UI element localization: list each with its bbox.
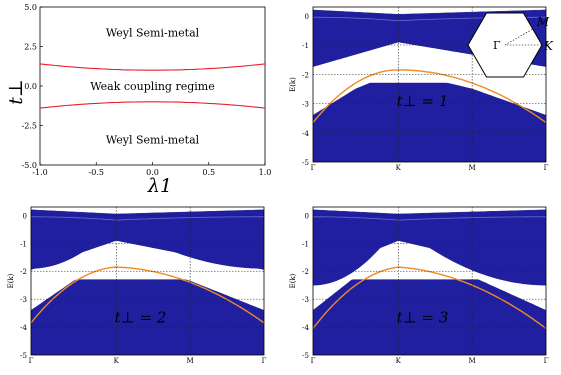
phase-ylabel: t⊥ xyxy=(5,79,27,105)
band-panel-2: 0-1-2-3-4-5Γ K M ΓE(k)t⊥ = 2 xyxy=(7,206,267,365)
band-ytick-label: -3 xyxy=(302,296,309,304)
band-tperp-label: t⊥ = 2 xyxy=(115,308,167,326)
band-ytick-label: -1 xyxy=(302,42,309,50)
phase-region-label: Weyl Semi-metal xyxy=(106,134,200,147)
phase-region-label: Weak coupling regime xyxy=(90,80,214,93)
phase-ytick-label: -2.5 xyxy=(22,122,37,131)
band-xtick-label: K xyxy=(114,357,120,365)
band-ytick-label: -3 xyxy=(20,296,27,304)
band-ytick-label: -2 xyxy=(302,268,309,276)
flat-surface-band xyxy=(31,216,264,221)
phase-boundary-line xyxy=(39,63,266,71)
lower-band-fill xyxy=(31,279,264,355)
band-xtick-label: Γ xyxy=(262,357,267,365)
band-xtick-label: M xyxy=(469,164,476,172)
bz-label-m: M xyxy=(536,15,550,29)
band-xtick-label: Γ xyxy=(311,357,316,365)
phase-xtick-label: 1.0 xyxy=(259,168,272,177)
band-axes xyxy=(312,6,547,163)
band-ytick-label: -5 xyxy=(20,352,27,360)
bz-path xyxy=(504,28,543,46)
band-ytick-label: -3 xyxy=(302,101,309,109)
phase-ytick-label: -5.0 xyxy=(22,161,37,170)
phase-xtick-label: 0.0 xyxy=(146,168,159,177)
band-xtick-label: K xyxy=(396,357,402,365)
phase-xtick-label: -1.0 xyxy=(32,168,47,177)
band-ytick-label: 0 xyxy=(23,212,27,220)
band-xtick-label: K xyxy=(396,164,402,172)
phase-xlabel: λ1 xyxy=(147,175,172,197)
phase-ytick-label: 5.0 xyxy=(24,3,37,12)
band-xtick-label: Γ xyxy=(544,357,549,365)
phase-xtick-label: -0.5 xyxy=(89,168,104,177)
phase-boundary-line xyxy=(39,101,266,109)
band-ytick-label: -4 xyxy=(302,130,309,138)
phase-ytick-label: 0.0 xyxy=(24,82,37,91)
band-xtick-label: Γ xyxy=(544,164,549,172)
upper-band-fill xyxy=(313,209,546,286)
lower-band-fill xyxy=(313,82,546,162)
phase-ytick-label: 2.5 xyxy=(24,43,37,52)
band-xtick-label: M xyxy=(187,357,194,365)
flat-surface-band xyxy=(313,216,546,221)
band-xtick-label: M xyxy=(469,357,476,365)
upper-band-fill xyxy=(31,209,264,270)
bz-label-k: K xyxy=(543,39,554,53)
bz-label-gamma: Γ xyxy=(493,39,501,52)
lower-band-fill xyxy=(313,279,546,355)
band-ytick-label: -2 xyxy=(20,268,27,276)
surface-state-line xyxy=(313,69,546,124)
band-ytick-label: -5 xyxy=(302,159,309,167)
band-tperp-label: t⊥ = 3 xyxy=(397,308,449,326)
band-ytick-label: -5 xyxy=(302,352,309,360)
phase-axes xyxy=(39,6,266,166)
band-ytick-label: -1 xyxy=(302,240,309,248)
band-ytick-label: -2 xyxy=(302,71,309,79)
band-ytick-label: -4 xyxy=(20,324,27,332)
band-xtick-label: Γ xyxy=(29,357,34,365)
band-tperp-label: t⊥ = 1 xyxy=(397,92,449,110)
band-ytick-label: 0 xyxy=(305,13,309,21)
band-axes xyxy=(30,206,265,356)
surface-state-line xyxy=(313,266,546,330)
band-ytick-label: -4 xyxy=(302,324,309,332)
band-ytick-label: -1 xyxy=(20,240,27,248)
band-xtick-label: Γ xyxy=(311,164,316,172)
band-ytick-label: 0 xyxy=(305,212,309,220)
band-axes xyxy=(312,206,547,356)
band-ylabel: E(k) xyxy=(289,77,297,92)
phase-region-label: Weyl Semi-metal xyxy=(106,26,200,39)
band-panel-3: 0-1-2-3-4-5Γ K M ΓE(k)t⊥ = 3 xyxy=(289,206,549,365)
phase-xtick-label: 0.5 xyxy=(202,168,215,177)
surface-state-line xyxy=(31,266,264,324)
band-ylabel: E(k) xyxy=(289,273,297,288)
band-ylabel: E(k) xyxy=(7,273,15,288)
